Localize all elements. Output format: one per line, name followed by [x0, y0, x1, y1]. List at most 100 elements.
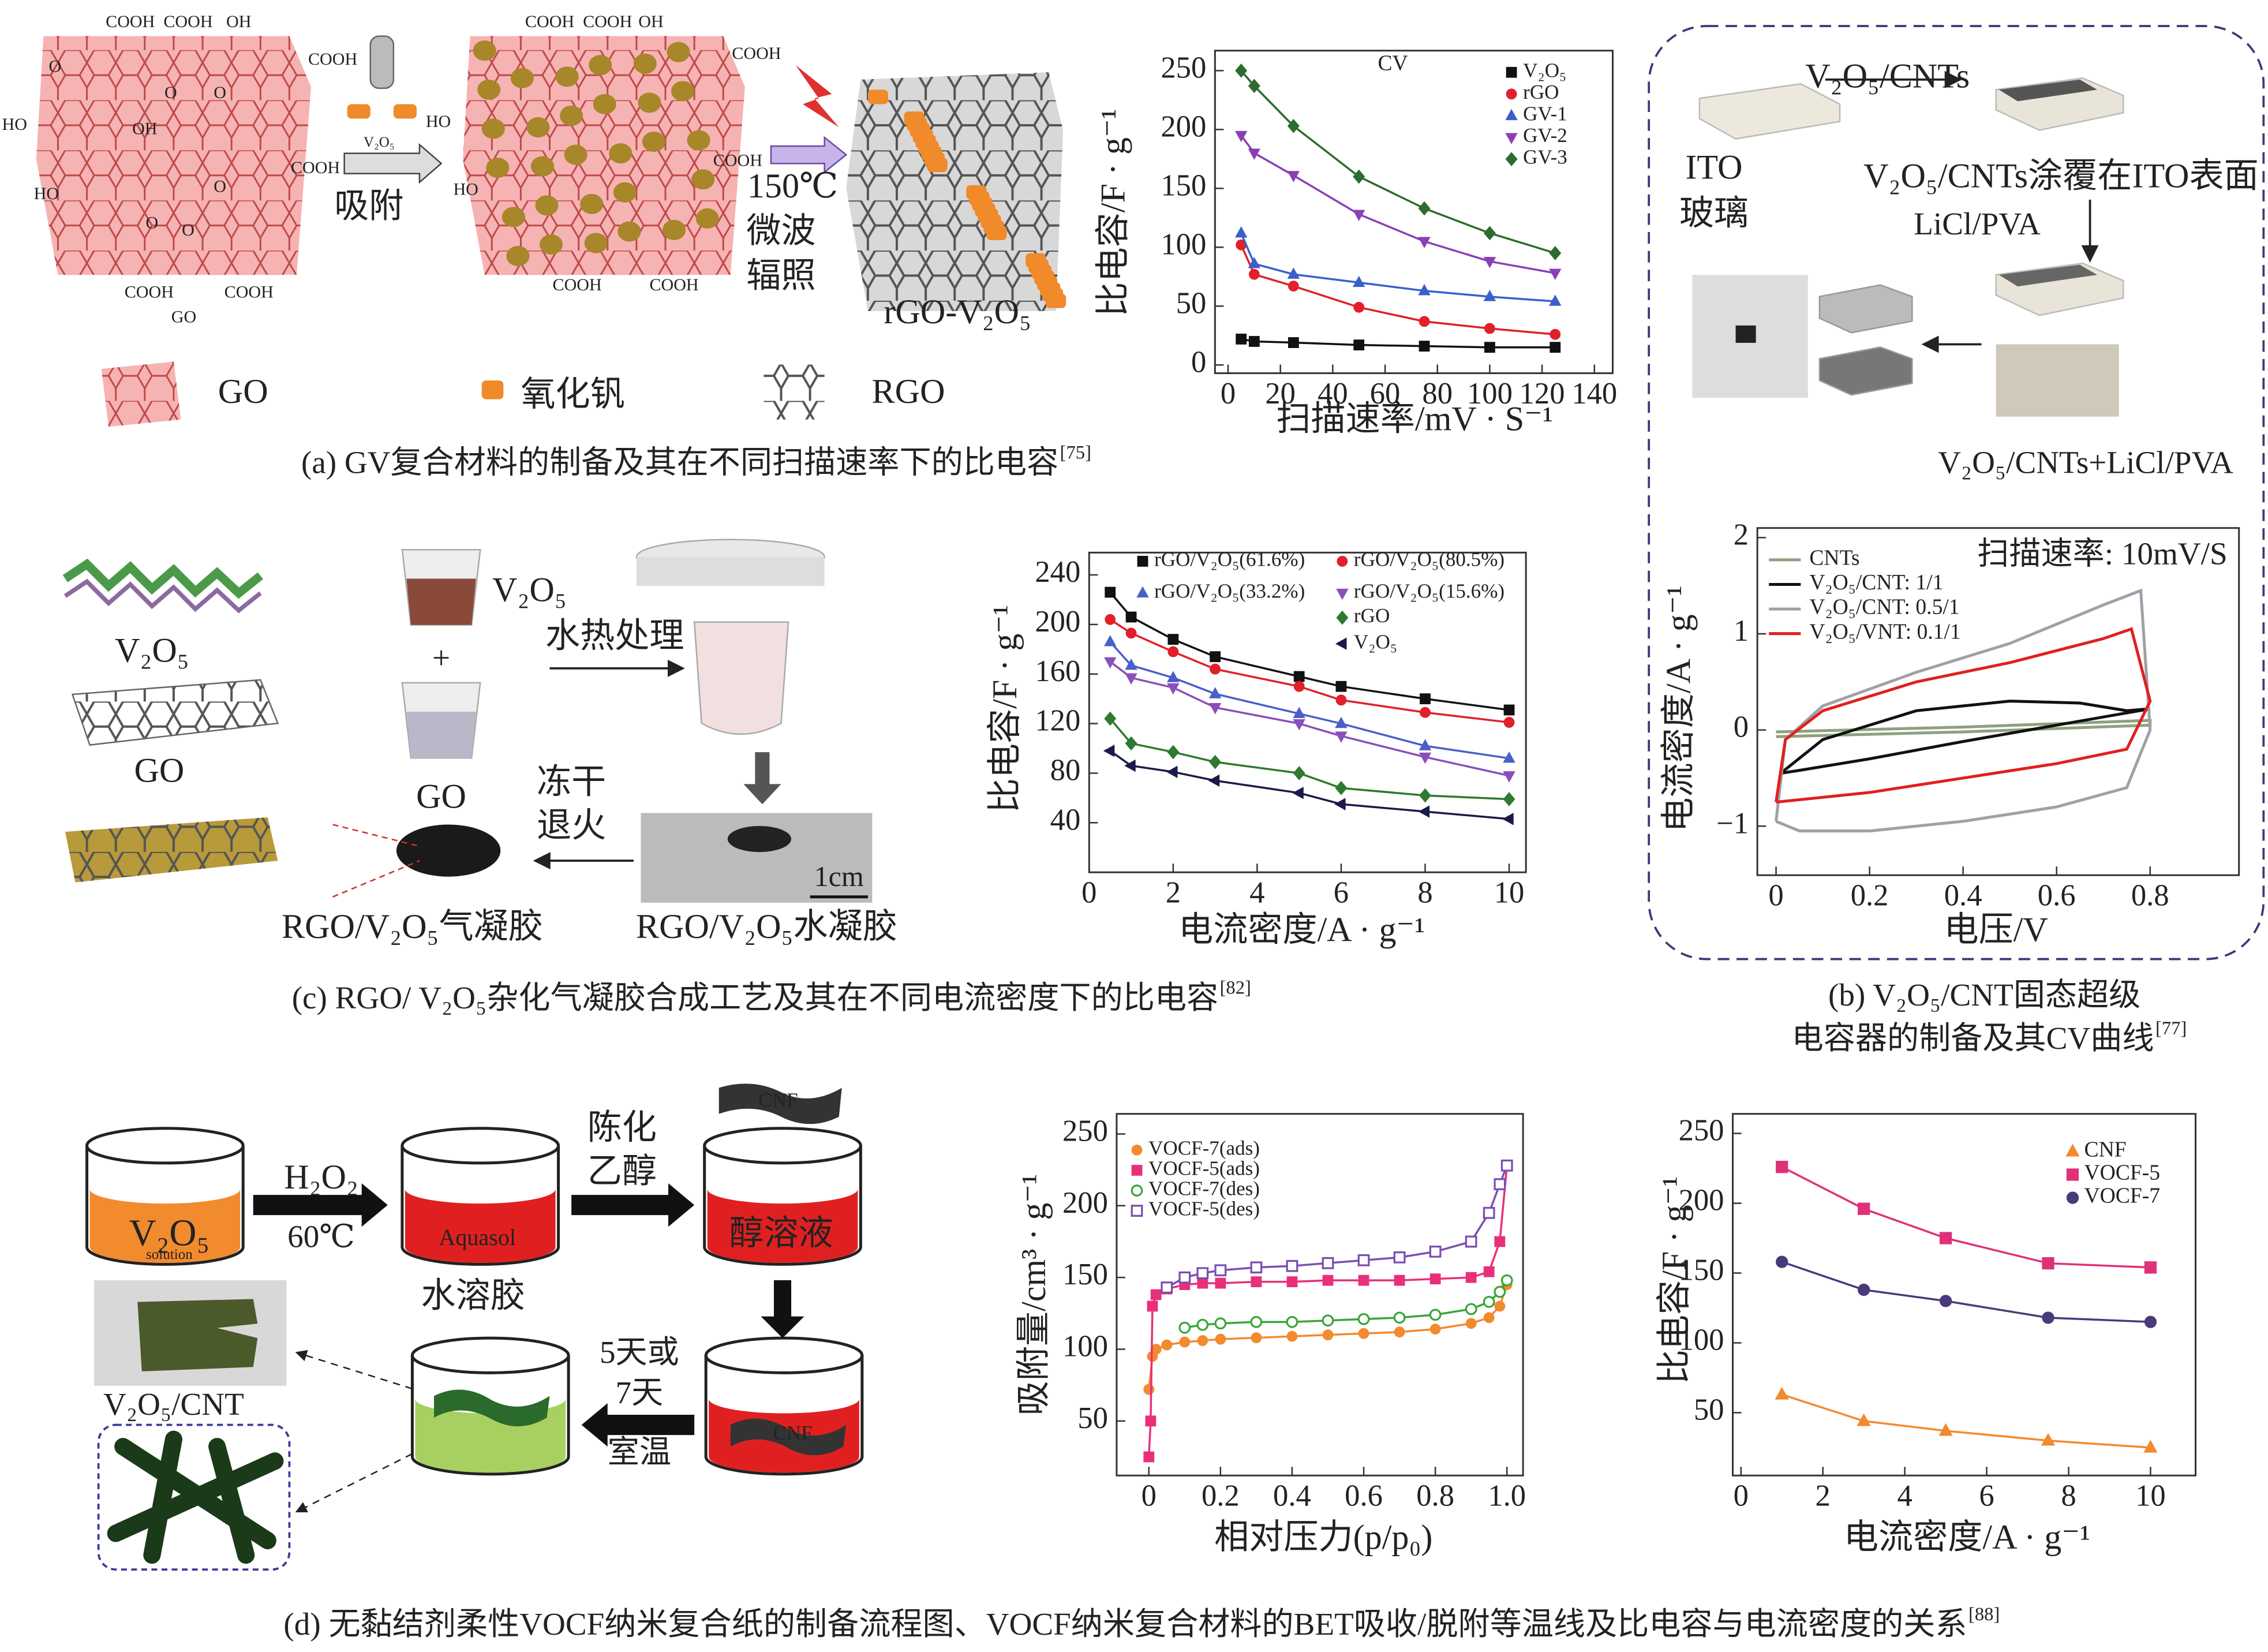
marker — [1418, 201, 1431, 216]
legend-label: V₂O₅/CNT: 0.5/1 — [1809, 596, 1959, 619]
marker — [1145, 1415, 1157, 1427]
marker — [1248, 79, 1260, 94]
marker — [1248, 257, 1261, 268]
beaker-liquid — [707, 1189, 858, 1263]
graphene-sheet — [71, 679, 279, 746]
y-tick-label: 80 — [1050, 754, 1081, 787]
marker — [1125, 658, 1137, 670]
marker — [1210, 651, 1221, 663]
marker — [1293, 766, 1305, 780]
label: 5天或 — [600, 1335, 679, 1370]
v2o5-particle — [613, 182, 637, 203]
x-tick-label: 4 — [1249, 876, 1264, 909]
chem-label: GO — [171, 307, 196, 326]
marker — [1505, 152, 1518, 167]
legend-label: V₂O₅/CNT: 1/1 — [1809, 571, 1943, 595]
marker — [1484, 342, 1495, 353]
y-tick-label: 50 — [1176, 286, 1207, 320]
marker — [1131, 1184, 1143, 1197]
marker — [1483, 226, 1496, 241]
marker — [1286, 1330, 1298, 1342]
marker — [1286, 1276, 1298, 1288]
label: GO — [218, 372, 268, 411]
x-tick-label: 0.2 — [1851, 879, 1889, 912]
marker — [1209, 754, 1222, 769]
marker — [1293, 681, 1305, 692]
marker — [1147, 1300, 1158, 1312]
marker — [1353, 210, 1365, 222]
arrow — [343, 143, 443, 184]
series-line — [1109, 591, 1510, 711]
marker — [1502, 813, 1514, 825]
v2o5-particle — [477, 79, 501, 100]
v2o5-particle — [642, 132, 666, 152]
marker — [1353, 301, 1365, 313]
v2o5-particle — [671, 81, 695, 102]
marker — [1293, 707, 1305, 719]
y-tick-label: 200 — [1035, 605, 1080, 638]
label: 乙醇 — [587, 1152, 657, 1191]
marker — [1178, 1271, 1191, 1284]
marker — [1248, 336, 1260, 347]
marker — [1484, 323, 1495, 334]
marker — [1358, 1274, 1369, 1286]
chem-label: COOH — [583, 12, 632, 31]
v2o5-particle — [904, 111, 925, 126]
chem-label: COOH — [163, 12, 212, 31]
marker — [1167, 646, 1179, 657]
caption-ref: [75] — [1060, 442, 1091, 463]
legend-label: VOCF-5(ads) — [1148, 1157, 1260, 1180]
chem-label: COOH — [224, 282, 274, 302]
device-coating — [1998, 264, 2098, 287]
marker — [1125, 736, 1137, 751]
label: Aquasol — [439, 1224, 516, 1250]
marker — [1248, 148, 1261, 160]
aerogel — [396, 824, 501, 877]
marker — [1293, 671, 1305, 682]
y-tick-label: 160 — [1035, 655, 1080, 688]
marker — [1215, 1333, 1226, 1345]
x-tick-label: 40 — [1318, 377, 1348, 410]
x-axis-label: 电流密度/A · g⁻¹ — [1844, 1518, 2090, 1557]
legend-label: CNF — [2084, 1138, 2127, 1162]
series-line — [1109, 641, 1510, 760]
marker — [1429, 1245, 1442, 1258]
marker — [1335, 694, 1347, 706]
marker — [1419, 739, 1432, 750]
chem-label: OH — [638, 12, 663, 31]
marker — [1394, 1274, 1405, 1286]
v2o5-particle — [510, 68, 534, 88]
marker — [1420, 693, 1431, 705]
marker — [2042, 1257, 2054, 1270]
chem-label: O — [214, 177, 226, 196]
v2o5-particle — [667, 42, 690, 62]
marker — [1250, 1261, 1263, 1274]
marker — [1131, 1205, 1143, 1217]
legend-label: VOCF-5(des) — [1148, 1198, 1260, 1220]
y-tick-label: 120 — [1035, 704, 1080, 738]
y-tick-label: 1 — [1734, 614, 1749, 648]
x-tick-label: 0.2 — [1202, 1479, 1240, 1512]
marker — [1335, 716, 1348, 728]
caption-ref: [88] — [1968, 1604, 2000, 1625]
guide — [332, 859, 420, 898]
x-tick-label: 0 — [1734, 1479, 1749, 1512]
v2o5-particle — [687, 130, 710, 151]
marker — [1419, 752, 1432, 764]
beaker-rim — [704, 1336, 864, 1374]
paper — [137, 1299, 258, 1371]
series-line — [1240, 233, 1555, 302]
marker — [1215, 1277, 1226, 1289]
chem-label: HO — [2, 114, 27, 134]
y-tick-label: 40 — [1050, 803, 1081, 836]
y-axis-label: 比电容/F · g⁻¹ — [1094, 109, 1133, 316]
caption-ref: [82] — [1220, 978, 1251, 999]
v2o5-particle — [633, 53, 657, 74]
marker — [1336, 610, 1349, 625]
legend-label: CNTs — [1809, 546, 1859, 570]
v2o5-particle — [530, 156, 555, 177]
marker — [1210, 663, 1221, 675]
chem-label: O — [145, 212, 158, 232]
marker — [2144, 1261, 2157, 1274]
chem-label: COOH — [308, 49, 357, 69]
